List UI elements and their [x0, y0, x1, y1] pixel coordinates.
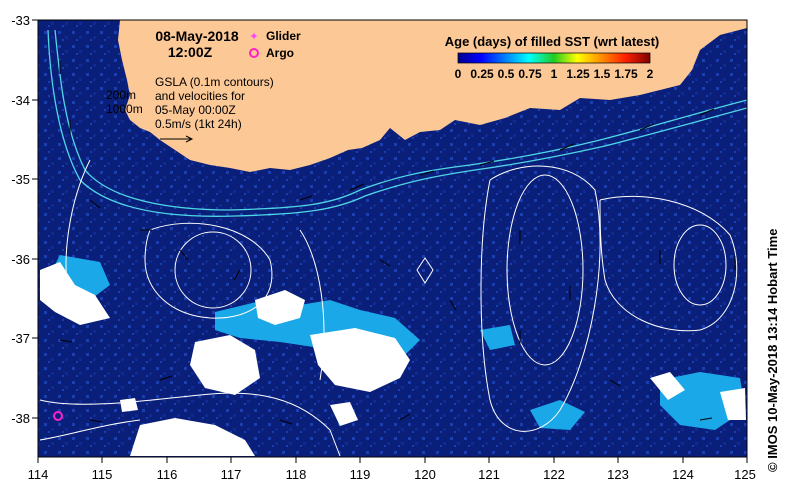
- lon-tick-114: 114: [28, 467, 49, 482]
- lon-tick-117: 117: [221, 467, 242, 482]
- lat-tick-36: -36: [11, 252, 30, 267]
- velocity-arrows: [59, 60, 736, 425]
- depth-200-label: 200m: [106, 88, 136, 102]
- colorbar-ticks: 0 0.25 0.5 0.75 1 1.25 1.5 1.75 2: [455, 67, 654, 81]
- lon-tick-116: 116: [157, 467, 178, 482]
- gsla-line-2: and velocities for: [155, 89, 245, 103]
- lat-tick-35: -35: [11, 172, 30, 187]
- lat-labels: -33 -34 -35 -36 -37 -38: [11, 13, 30, 426]
- lat-tick-37: -37: [11, 331, 30, 346]
- lon-labels: 114 115 116 117 118 119 120 121 122 123 …: [28, 467, 756, 482]
- lon-tick-120: 120: [414, 467, 436, 482]
- colorbar: [457, 52, 651, 64]
- gsla-line-1: GSLA (0.1m contours): [155, 75, 274, 89]
- colorbar-tick: 1.75: [614, 67, 638, 81]
- lon-tick-124: 124: [672, 467, 694, 482]
- scale-arrow-icon: [160, 135, 194, 143]
- lon-tick-115: 115: [92, 467, 113, 482]
- colorbar-tick: 0.75: [518, 67, 542, 81]
- map-time: 12:00Z: [168, 44, 213, 60]
- colorbar-title: Age (days) of filled SST (wrt latest): [445, 34, 660, 49]
- colorbar-tick: 1.5: [594, 67, 611, 81]
- lon-tick-119: 119: [350, 467, 371, 482]
- map-date: 08-May-2018: [155, 28, 238, 44]
- lon-tick-122: 122: [543, 467, 565, 482]
- colorbar-tick: 0.5: [498, 67, 515, 81]
- gsla-line-3: 05-May 00:00Z: [155, 103, 236, 117]
- lon-ticks: [37, 457, 748, 463]
- lat-tick-34: -34: [11, 93, 30, 108]
- scale-text: 0.5m/s (1kt 24h): [155, 117, 242, 131]
- lon-tick-121: 121: [478, 467, 500, 482]
- glider-marker-icon: ✦: [249, 31, 258, 43]
- credit-text: © IMOS 10-May-2018 13:14 Hobart Time: [765, 228, 780, 472]
- gsla-contours: [39, 159, 738, 457]
- glider-label: Glider: [266, 29, 301, 43]
- lat-tick-33: -33: [11, 13, 30, 28]
- argo-marker-icon: [249, 48, 259, 58]
- lat-tick-38: -38: [11, 411, 30, 426]
- map-frame: [37, 19, 748, 458]
- cloud-patches: [40, 262, 746, 456]
- colorbar-tick: 1.25: [566, 67, 590, 81]
- lon-tick-123: 123: [607, 467, 629, 482]
- lon-tick-125: 125: [734, 467, 756, 482]
- depth-1000-label: 1000m: [106, 102, 143, 116]
- argo-float-marker[interactable]: [53, 411, 63, 421]
- colorbar-tick: 2: [647, 67, 654, 81]
- colorbar-tick: 1: [551, 67, 558, 81]
- lat-ticks: [32, 19, 38, 419]
- colorbar-tick: 0.25: [470, 67, 494, 81]
- lon-tick-118: 118: [286, 467, 307, 482]
- colorbar-tick: 0: [455, 67, 462, 81]
- argo-label: Argo: [266, 46, 294, 60]
